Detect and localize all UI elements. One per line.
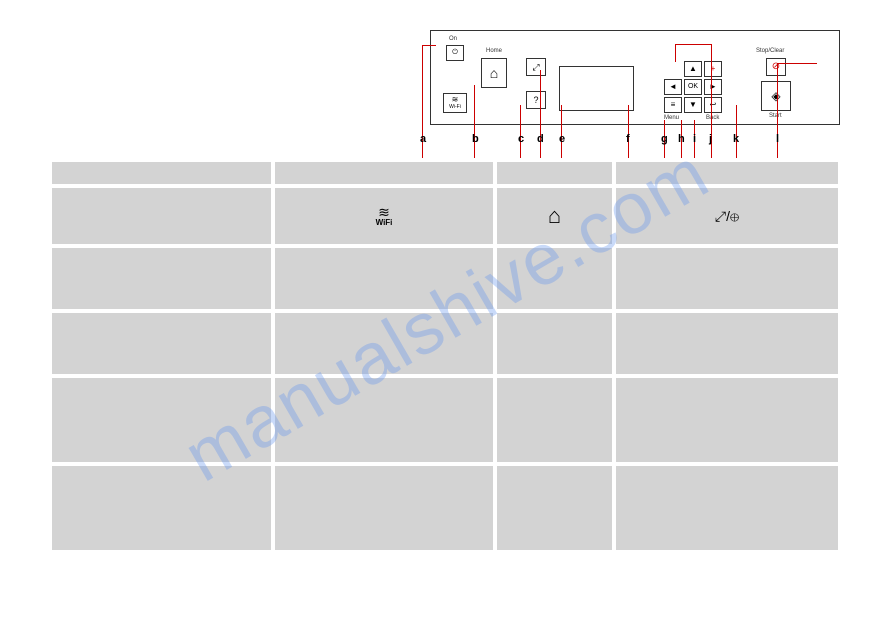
cell-e5 (50, 311, 273, 376)
letter-g: g (661, 133, 668, 145)
expand-icon: ⤢/⊕ (715, 208, 739, 225)
cell-header-4 (614, 160, 840, 186)
dpad-down: ▼ (684, 97, 702, 113)
cell-e16 (614, 464, 840, 552)
cell-empty (50, 186, 273, 246)
letter-f: f (626, 133, 630, 145)
cell-expand-icon: ⤢/⊕ (614, 186, 840, 246)
letter-a: a (420, 133, 426, 145)
dpad-back-icon: ↩ (704, 97, 722, 113)
cell-wifi-icon: ≋ WiFi (273, 186, 495, 246)
table-row (50, 246, 840, 311)
cell-e13 (50, 464, 273, 552)
reduce-enlarge-button: ⤢ (526, 58, 546, 76)
letter-c: c (518, 133, 524, 145)
letter-d: d (537, 133, 544, 145)
cell-e8 (614, 311, 840, 376)
cell-e11 (495, 376, 614, 464)
cell-header-2 (273, 160, 495, 186)
dpad-menu-icon: ≡ (664, 97, 682, 113)
letter-b: b (472, 133, 479, 145)
cell-e15 (495, 464, 614, 552)
cell-e6 (273, 311, 495, 376)
letter-j: j (709, 133, 712, 145)
on-label: On (449, 36, 457, 42)
home-label: Home (486, 48, 502, 54)
wifi-icon: ≋ (376, 206, 393, 218)
letter-i: i (693, 133, 696, 145)
dpad-up: ▲ (684, 61, 702, 77)
letter-h: h (678, 133, 685, 145)
letter-l: l (776, 133, 779, 145)
wifi-text: WiFi (376, 218, 393, 227)
home-icon: ⌂ (548, 203, 561, 229)
cell-e14 (273, 464, 495, 552)
start-label: Start (769, 113, 782, 119)
dpad: ▲ + ◄ OK ► ≡ ▼ ↩ Menu Back (661, 61, 726, 116)
cell-header-1 (50, 160, 273, 186)
stop-label: Stop/Clear (756, 48, 784, 54)
panel-outline: On ⏻ ≋ Wi-Fi Home ⌂ ⤢ ? ▲ + ◄ OK ► ≡ ▼ ↩… (430, 30, 840, 125)
table-row (50, 464, 840, 552)
home-button: ⌂ (481, 58, 507, 88)
cell-header-3 (495, 160, 614, 186)
lcd-screen (559, 66, 634, 111)
dpad-ok: OK (684, 79, 702, 95)
cell-e2 (273, 246, 495, 311)
description-table: ≋ WiFi ⌂ ⤢/⊕ (50, 160, 840, 552)
cell-e12 (614, 376, 840, 464)
table-row (50, 376, 840, 464)
leader-f (628, 105, 629, 158)
dpad-plus: + (704, 61, 722, 77)
cell-home-icon: ⌂ (495, 186, 614, 246)
dpad-left: ◄ (664, 79, 682, 95)
table-row (50, 160, 840, 186)
back-label: Back (706, 115, 719, 121)
dpad-right: ► (704, 79, 722, 95)
control-panel-diagram: On ⏻ ≋ Wi-Fi Home ⌂ ⤢ ? ▲ + ◄ OK ► ≡ ▼ ↩… (420, 30, 850, 145)
leader-l-h (777, 63, 817, 64)
cell-e3 (495, 246, 614, 311)
table-row: ≋ WiFi ⌂ ⤢/⊕ (50, 186, 840, 246)
leader-i-h (675, 44, 711, 45)
menu-label: Menu (664, 115, 679, 121)
leader-k (736, 105, 737, 158)
leader-a-h (422, 45, 436, 46)
wifi-button: ≋ Wi-Fi (443, 93, 467, 113)
cell-e1 (50, 246, 273, 311)
help-button: ? (526, 91, 546, 109)
stop-button: ⊘ (766, 58, 786, 76)
leader-c (520, 105, 521, 158)
letter-k: k (733, 133, 739, 145)
cell-e10 (273, 376, 495, 464)
cell-e7 (495, 311, 614, 376)
power-button: ⏻ (446, 45, 464, 61)
leader-i-top (675, 44, 676, 62)
start-button: ◈ (761, 81, 791, 111)
table-row (50, 311, 840, 376)
leader-e (561, 105, 562, 158)
cell-e4 (614, 246, 840, 311)
letter-e: e (559, 133, 565, 145)
cell-e9 (50, 376, 273, 464)
leader-b (474, 85, 475, 158)
